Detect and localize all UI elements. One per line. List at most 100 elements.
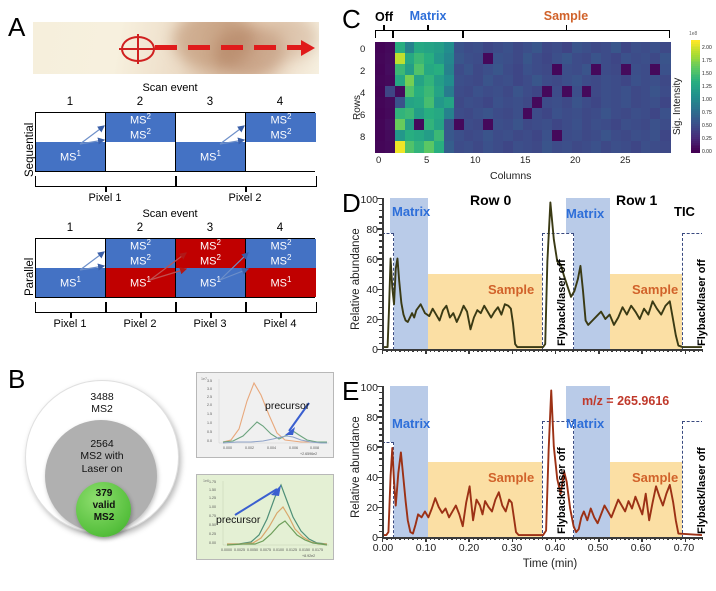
venn-outer-text: MS2 [91, 403, 113, 416]
heatmap-cell [473, 119, 484, 131]
heatmap-cell [601, 141, 612, 153]
x-tickmark [563, 537, 565, 540]
heatmap-cell [424, 108, 435, 120]
colorbar-segment [691, 88, 700, 91]
heatmap-cell [561, 42, 573, 54]
panel-e-ytick: 80 [366, 412, 378, 424]
heatmap-cell [384, 97, 396, 109]
colorbar-segment [691, 86, 700, 90]
heatmap-cell [502, 86, 514, 98]
heatmap-cell [611, 75, 622, 87]
heatmap-cell [473, 108, 484, 120]
heatmap-cell [581, 141, 592, 153]
heatmap-cell [394, 119, 406, 131]
heatmap-cell [502, 141, 514, 153]
heatmap-cell [424, 130, 435, 142]
heatmap-cell [620, 130, 632, 142]
parallel-cell-3: MS2 MS2 MS1 [176, 239, 246, 297]
heatmap-cell [493, 75, 504, 87]
heatmap-cell [414, 97, 425, 109]
colorbar-segment [691, 101, 700, 105]
heatmap-cell [512, 75, 524, 87]
venn-inner-text2: MS2 [93, 511, 115, 523]
heatmap-cell [581, 75, 592, 87]
y-tickmark-minor [379, 464, 382, 466]
panel-e-ytick: 0 [372, 532, 378, 544]
x-tickmark [438, 537, 440, 540]
event-number: 2 [136, 96, 144, 108]
heatmap-cell [384, 108, 396, 120]
x-tickmark [420, 537, 423, 540]
colorbar-segment [691, 122, 700, 125]
venn-inner-text1: valid [92, 499, 116, 511]
heatmap-cell [611, 130, 622, 142]
heatmap-cell [414, 53, 425, 65]
heatmap-cell [512, 108, 524, 120]
parallel-cell-2: MS2 MS2 MS1 [106, 239, 176, 297]
heatmap-cell [611, 53, 622, 65]
heatmap-cell [463, 42, 474, 54]
heatmap-cell [473, 75, 484, 87]
colorbar-segment [691, 90, 700, 93]
y-tickmark-minor [379, 216, 382, 218]
heatmap-cell [414, 75, 425, 87]
inset-top-ytick: 0.0 [207, 439, 212, 443]
heatmap-cell [404, 108, 415, 120]
heatmap-cell [375, 141, 386, 153]
heatmap-cell [640, 75, 651, 87]
x-tickmark [511, 349, 514, 354]
heatmap-cell [571, 130, 583, 142]
ms2-label: MS2 [270, 252, 292, 268]
heatmap-cell [561, 141, 573, 153]
x-tickmark [580, 349, 583, 352]
heatmap-cell [434, 119, 445, 131]
heatmap-cell [561, 130, 573, 142]
heatmap-cell [375, 53, 386, 65]
heatmap-cell [434, 53, 445, 65]
heatmap-cell [561, 64, 573, 76]
venn-middle-label: 2564 MS2 with Laser on [66, 438, 138, 475]
heatmap-cell [542, 119, 553, 131]
colorbar-segment [691, 56, 700, 60]
inset-bottom-xtick: 0.0100 [273, 548, 284, 552]
heatmap-cell [640, 119, 651, 131]
event-number: 1 [66, 96, 74, 108]
x-tickmark [585, 537, 587, 540]
heatmap-cell [552, 75, 563, 87]
heatmap-cell [542, 53, 553, 65]
colorbar-tick: 1.00 [702, 96, 712, 103]
sequential-cell-1: MS1 [36, 113, 106, 171]
heatmap-cell [640, 141, 651, 153]
x-tickmark [403, 349, 405, 352]
panel-e-letter: E [342, 376, 360, 406]
heatmap-cell [591, 86, 602, 98]
panel-e-trace [382, 389, 702, 537]
x-tickmark [399, 537, 401, 540]
heatmap-cell [630, 53, 642, 65]
heatmap-cell [591, 42, 602, 54]
heatmap-cell [620, 42, 632, 54]
venn-inner-count: 379 [95, 488, 113, 499]
colorbar-tick: 1.75 [702, 57, 712, 64]
sequential-cell-4: MS2 MS2 [246, 113, 316, 171]
heatmap-cell [591, 141, 602, 153]
colorbar-segment [691, 107, 700, 110]
x-tickmark [632, 537, 635, 540]
heatmap-cell [493, 64, 504, 76]
x-tickmark [399, 349, 401, 352]
mz-label: m/z = 265.9616 [582, 394, 670, 408]
heatmap-cell [640, 108, 651, 120]
ms1-label: MS1 [60, 148, 81, 164]
heatmap-cell [512, 119, 524, 131]
heatmap-cell [414, 42, 425, 54]
x-tickmark [546, 349, 548, 352]
heatmap-cell [434, 42, 445, 54]
y-tickmark-minor [379, 458, 382, 460]
colorbar-tick: 2.00 [702, 44, 712, 51]
heatmap-cell [660, 97, 671, 109]
panel-e-yaxis [382, 386, 384, 538]
heatmap-cell [424, 86, 435, 98]
panel-e-xtick: 0.20 [458, 542, 480, 554]
colorbar-segment [691, 140, 700, 144]
x-tickmark [438, 349, 440, 352]
